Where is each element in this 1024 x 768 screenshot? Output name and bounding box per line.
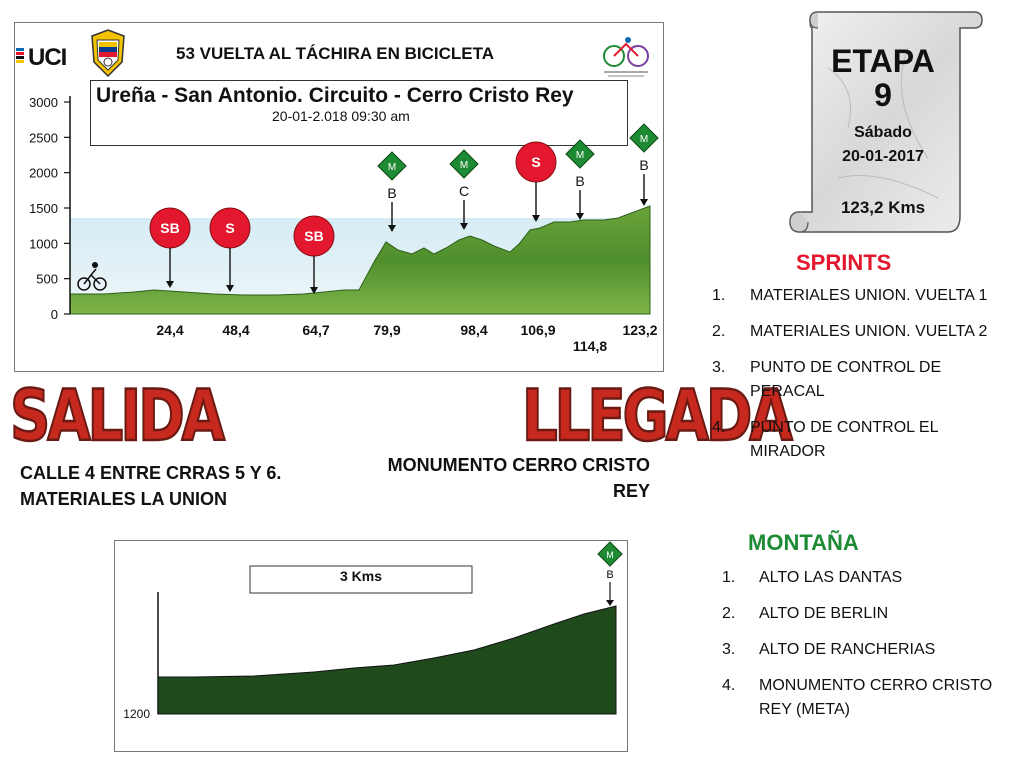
- elevation-profile-chart: 3000 2500 2000 1500 1000 500 0 24,4 48,4 64,7 79,…: [29, 95, 659, 354]
- y-tick-label: 1000: [29, 236, 58, 251]
- sprint-marker: SB: [293, 215, 335, 294]
- federation-crest-icon: [91, 29, 125, 78]
- y-tick-label: 2000: [29, 166, 58, 181]
- final-km-mountain-marker: M B: [597, 541, 623, 606]
- cycling-association-logo-icon: [603, 37, 649, 77]
- marker-category: B: [606, 569, 613, 581]
- sprints-heading: SPRINTS: [796, 250, 892, 275]
- etapa-distance: 123,2 Kms: [840, 198, 926, 217]
- montana-list: 1. ALTO LAS DANTAS 2. ALTO DE BERLIN 3. ALT…: [722, 566, 1012, 734]
- etapa-title-label: ETAPA: [831, 43, 935, 79]
- list-item: 2. ALTO DE BERLIN: [722, 602, 1012, 626]
- etapa-date: 20-01-2017: [842, 148, 924, 165]
- etapa-number: 9: [874, 77, 892, 113]
- list-item-number: 3.: [712, 359, 726, 376]
- final-km-label-box: [249, 565, 473, 594]
- list-item-text: ALTO LAS DANTAS: [759, 569, 903, 586]
- final-km-y-tick: 1200: [123, 707, 150, 721]
- marker-label: SB: [304, 228, 323, 244]
- marker-label: SB: [160, 220, 179, 236]
- x-tick-label: 98,4: [460, 322, 487, 338]
- marker-label: M: [640, 134, 648, 145]
- list-item-number: 2.: [712, 323, 726, 340]
- y-tick-label: 2500: [29, 130, 58, 145]
- list-item-text: MATERIALES UNION. VUELTA 2: [750, 323, 988, 340]
- mountain-marker: MB: [629, 123, 659, 206]
- list-item-text: MONUMENTO CERRO CRISTO REY (META): [759, 677, 993, 718]
- list-item-number: 4.: [712, 419, 726, 436]
- marker-category: B: [639, 157, 648, 173]
- x-tick-label: 79,9: [373, 322, 400, 338]
- list-item: 1. ALTO LAS DANTAS: [722, 566, 1012, 590]
- marker-category: B: [387, 185, 396, 201]
- sprint-marker: S: [209, 207, 251, 292]
- salida-heading: SALIDA: [9, 375, 226, 459]
- list-item: 3. ALTO DE RANCHERIAS: [722, 638, 1012, 662]
- x-tick-label: 114,8: [573, 338, 607, 354]
- salida-location: CALLE 4 ENTRE CRRAS 5 Y 6. MATERIALES LA…: [20, 463, 282, 509]
- marker-label: M: [576, 150, 584, 161]
- marker-label: M: [606, 550, 614, 560]
- mountain-marker: MB: [377, 151, 407, 232]
- race-title: 53 VUELTA AL TÁCHIRA EN BICICLETA: [176, 44, 494, 63]
- x-tick-label: 24,4: [156, 322, 183, 338]
- uci-logo: UCI: [28, 44, 67, 71]
- list-item-number: 1.: [722, 569, 736, 586]
- etapa-day: Sábado: [854, 124, 912, 141]
- list-item-number: 1.: [712, 287, 726, 304]
- marker-category: B: [575, 173, 584, 189]
- list-item-text: MATERIALES UNION. VUELTA 1: [750, 287, 988, 304]
- final-km-terrain-area: [157, 605, 617, 715]
- x-tick-label: 48,4: [222, 322, 249, 338]
- sprint-marker: SB: [149, 207, 191, 288]
- route-datetime: 20-01-2.018 09:30 am: [272, 108, 410, 124]
- marker-category: C: [459, 183, 469, 199]
- y-tick-label: 0: [51, 307, 58, 322]
- mountain-marker: MC: [449, 149, 479, 230]
- x-tick-label: 64,7: [302, 322, 329, 338]
- sprint-marker: S: [515, 141, 557, 222]
- cyclist-icon: [77, 262, 107, 291]
- route-title-box: [90, 80, 628, 146]
- list-item-number: 2.: [722, 605, 736, 622]
- uci-stripes-icon: [16, 48, 24, 64]
- list-item: 2. MATERIALES UNION. VUELTA 2: [712, 320, 1012, 344]
- terrain-area: [69, 205, 651, 315]
- list-item: 3. PUNTO DE CONTROL DE PERACAL: [712, 356, 1012, 404]
- llegada-location: MONUMENTO CERRO CRISTO REY: [387, 455, 650, 501]
- x-tick-label: 123,2: [622, 322, 657, 338]
- marker-label: S: [531, 154, 540, 170]
- etapa-title: ETAPA 9: [812, 44, 954, 112]
- etapa-scroll-banner: [789, 11, 983, 233]
- final-km-label: 3 Kms: [340, 568, 382, 584]
- llegada-heading: LLEGADA: [521, 375, 794, 459]
- list-item: 4. MONUMENTO CERRO CRISTO REY (META): [722, 674, 1012, 722]
- list-item-text: PUNTO DE CONTROL DE PERACAL: [750, 359, 942, 400]
- y-tick-label: 500: [36, 272, 58, 287]
- final-km-profile-chart: 3 Kms 1200 M B: [123, 541, 623, 721]
- y-tick-label: 1500: [29, 201, 58, 216]
- list-item: 4. PUNTO DE CONTROL EL MIRADOR: [712, 416, 1012, 464]
- sprints-list: 1. MATERIALES UNION. VUELTA 1 2. MATERIALE…: [712, 284, 1012, 476]
- marker-label: S: [225, 220, 234, 236]
- x-tick-label: 106,9: [520, 322, 555, 338]
- list-item-number: 3.: [722, 641, 736, 658]
- list-item-text: ALTO DE BERLIN: [759, 605, 889, 622]
- marker-label: M: [388, 162, 396, 173]
- list-item-text: PUNTO DE CONTROL EL MIRADOR: [750, 419, 938, 460]
- marker-label: M: [460, 160, 468, 171]
- y-tick-label: 3000: [29, 95, 58, 110]
- list-item: 1. MATERIALES UNION. VUELTA 1: [712, 284, 1012, 308]
- list-item-number: 4.: [722, 677, 736, 694]
- montana-heading: MONTAÑA: [748, 530, 859, 555]
- list-item-text: ALTO DE RANCHERIAS: [759, 641, 936, 658]
- mountain-marker: MB: [565, 139, 595, 220]
- route-title: Ureña - San Antonio. Circuito - Cerro Cr…: [96, 84, 574, 107]
